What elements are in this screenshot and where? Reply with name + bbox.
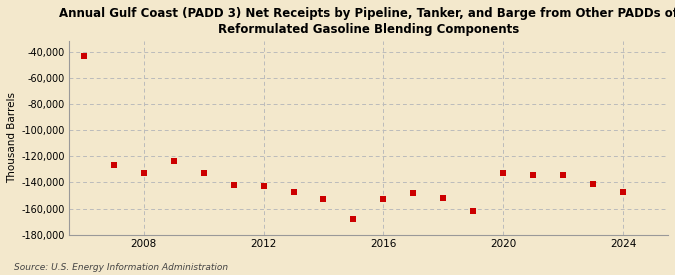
Point [528, 172, 539, 177]
Point [168, 159, 179, 164]
Point [378, 197, 389, 202]
Point [288, 189, 299, 194]
Point [618, 189, 628, 194]
Point [588, 182, 599, 186]
Point [318, 197, 329, 202]
Title: Annual Gulf Coast (PADD 3) Net Receipts by Pipeline, Tanker, and Barge from Othe: Annual Gulf Coast (PADD 3) Net Receipts … [59, 7, 675, 36]
Point [198, 171, 209, 175]
Point [408, 191, 418, 195]
Point [348, 217, 359, 221]
Point [138, 171, 149, 175]
Text: Source: U.S. Energy Information Administration: Source: U.S. Energy Information Administ… [14, 263, 227, 272]
Y-axis label: Thousand Barrels: Thousand Barrels [7, 92, 17, 183]
Point [258, 184, 269, 188]
Point [558, 172, 568, 177]
Point [498, 171, 509, 175]
Point [438, 196, 449, 200]
Point [228, 183, 239, 187]
Point [468, 209, 479, 213]
Point [108, 163, 119, 167]
Point [78, 53, 89, 58]
